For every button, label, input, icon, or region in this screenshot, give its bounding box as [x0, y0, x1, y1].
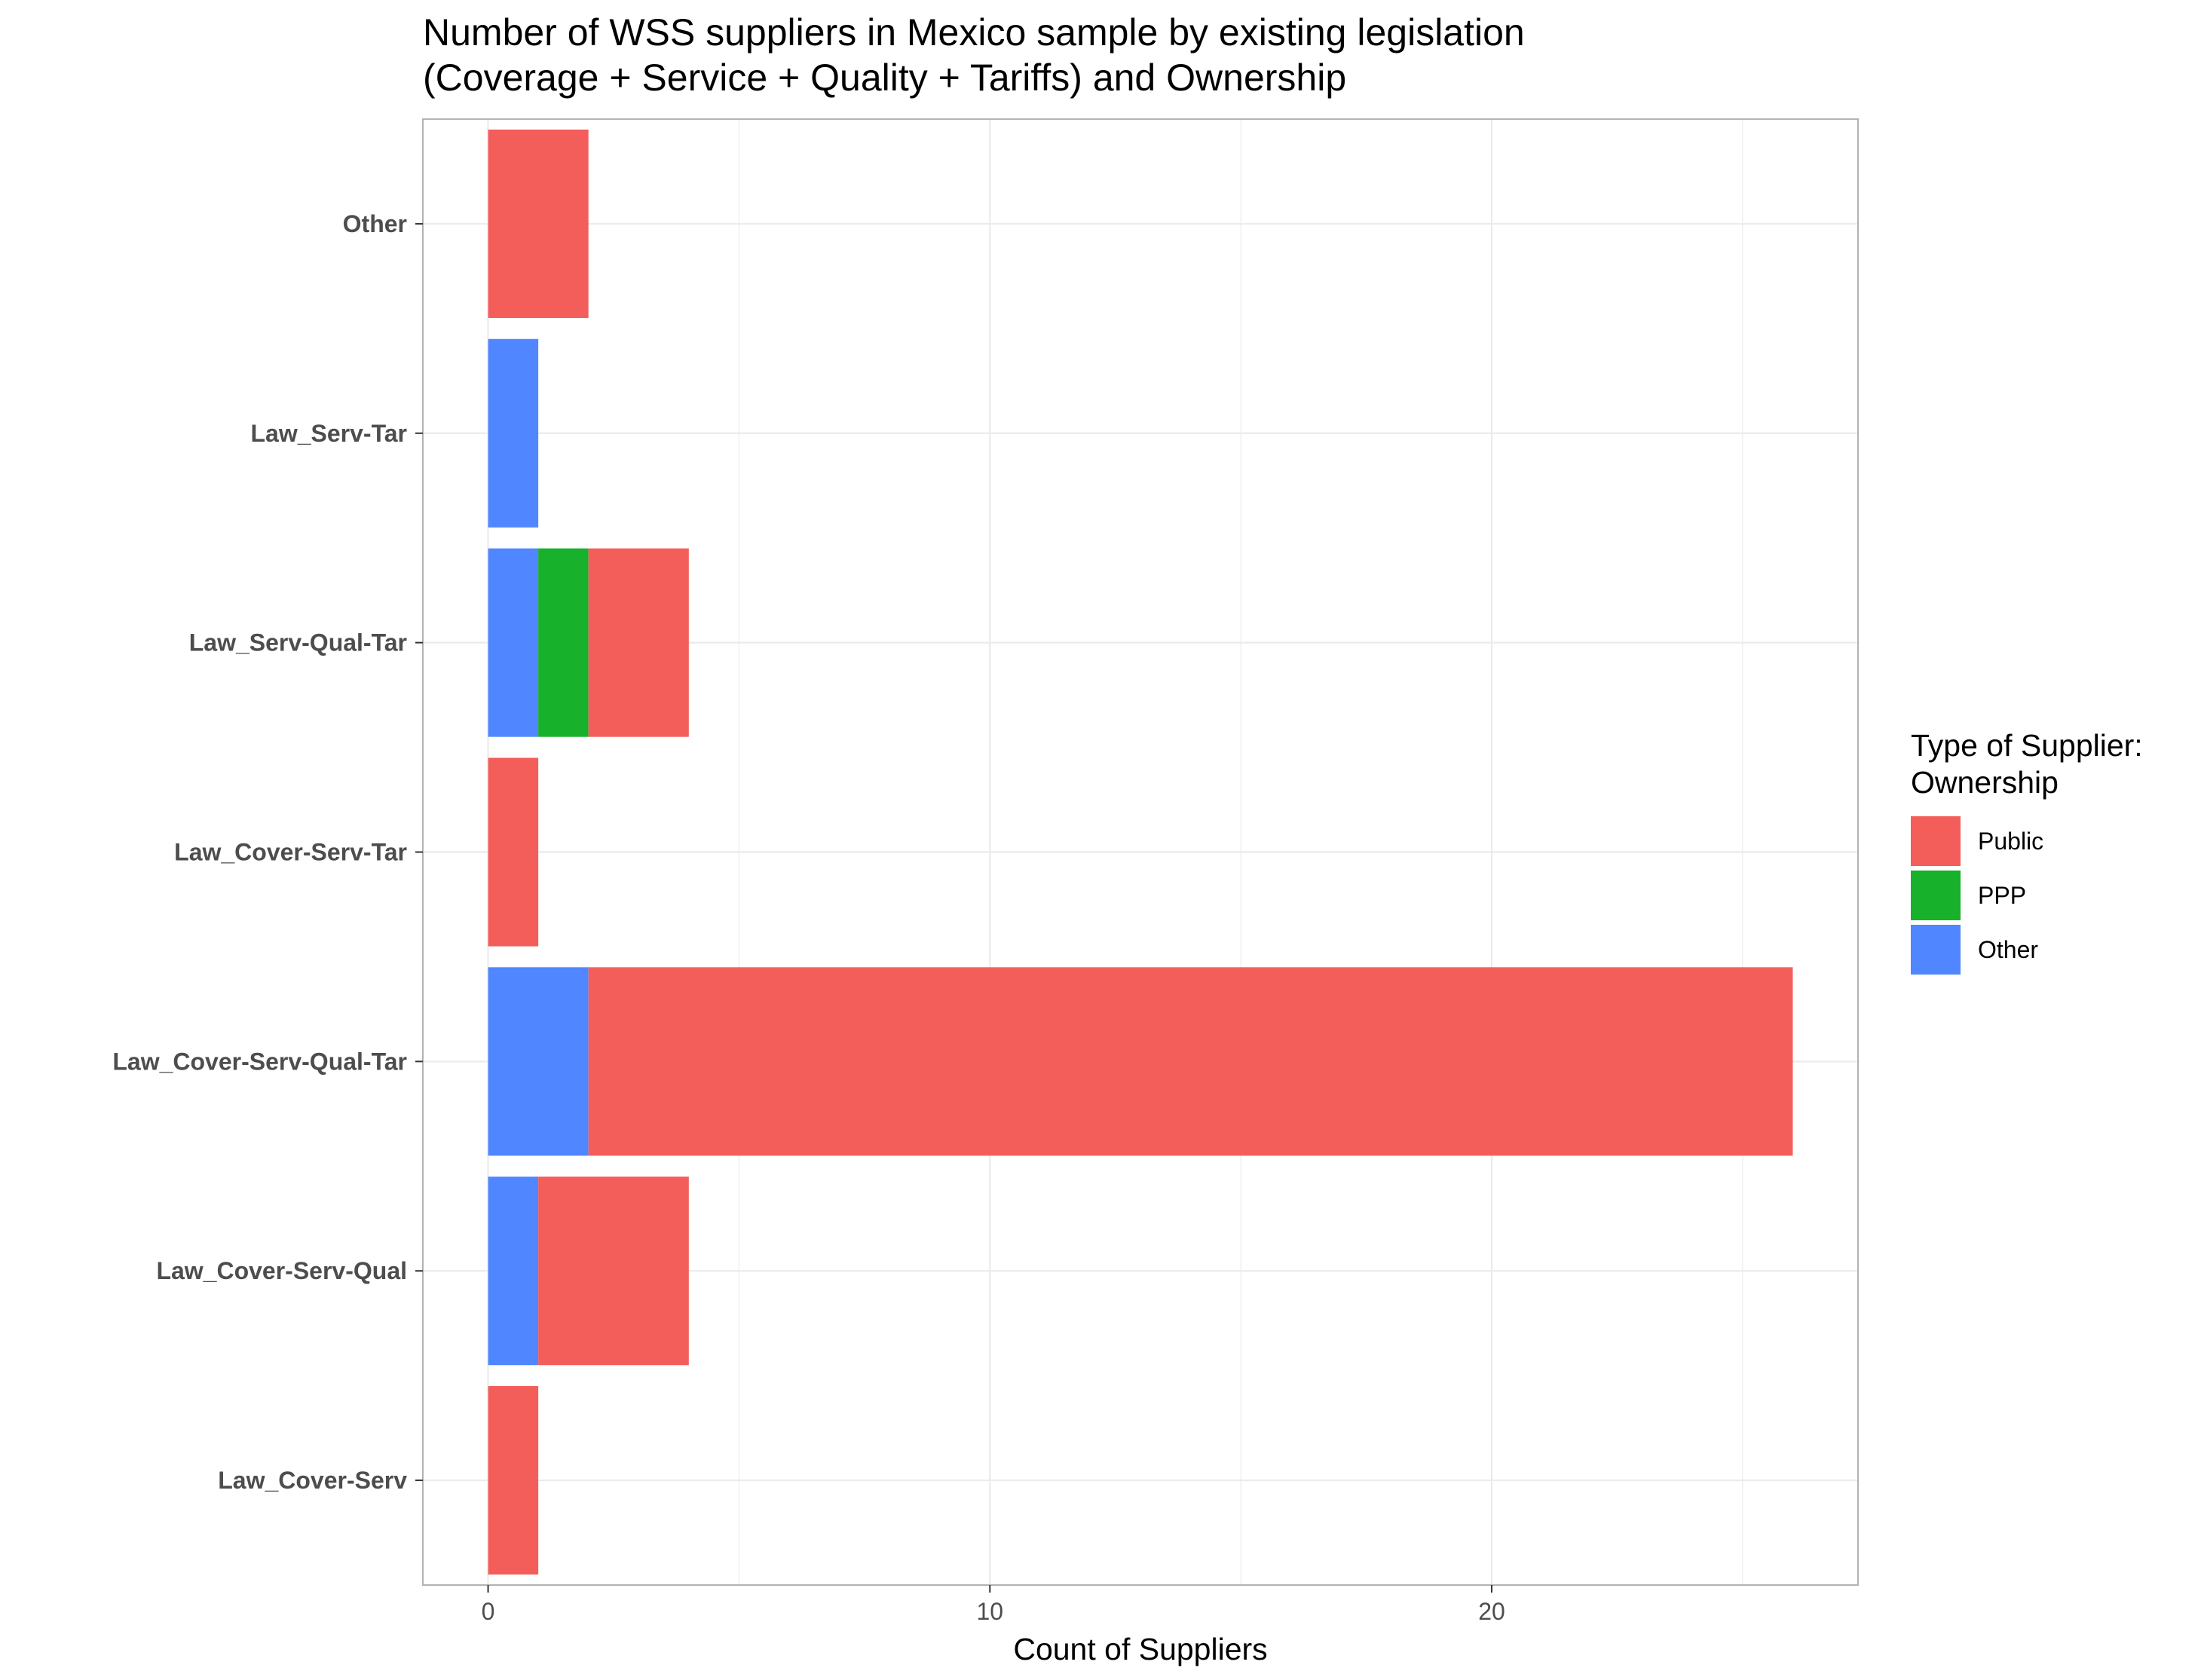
y-tick-label: Law_Cover-Serv-Qual	[156, 1257, 407, 1284]
bar-ppp-law-serv-qual-tar	[538, 548, 589, 737]
bar-public-law-cover-serv-qual-tar	[588, 967, 1793, 1156]
legend-label-public: Public	[1978, 828, 2043, 855]
bars	[488, 129, 1793, 1575]
bar-public-law-serv-qual-tar	[588, 548, 689, 737]
y-tick-label: Law_Serv-Tar	[251, 420, 408, 447]
x-axis-ticks: 0 10 20	[482, 1585, 1505, 1625]
bar-public-law-cover-serv-qual	[538, 1177, 689, 1366]
legend-label-ppp: PPP	[1978, 882, 2026, 909]
y-tick-label: Law_Serv-Qual-Tar	[189, 629, 407, 656]
y-tick-label: Other	[343, 210, 407, 237]
bar-other-law-serv-qual-tar	[488, 548, 539, 737]
y-tick-label: Law_Cover-Serv-Tar	[174, 839, 407, 866]
legend: Type of Supplier: Ownership Public PPP Oth…	[1911, 728, 2143, 975]
bar-public-other	[488, 129, 589, 318]
chart-title-line-1: Number of WSS suppliers in Mexico sample…	[423, 11, 1525, 54]
bar-other-law-serv-tar	[488, 338, 539, 528]
legend-title-line-1: Type of Supplier:	[1911, 728, 2143, 763]
y-tick-label: Law_Cover-Serv-Qual-Tar	[112, 1048, 407, 1075]
legend-swatch-ppp	[1911, 871, 1961, 920]
x-tick-label: 0	[482, 1598, 495, 1625]
x-tick-label: 20	[1478, 1598, 1505, 1625]
legend-items: Public PPP Other	[1911, 816, 2043, 975]
x-axis-title: Count of Suppliers	[1013, 1632, 1267, 1666]
x-tick-label: 10	[976, 1598, 1003, 1625]
chart-title-line-2: (Coverage + Service + Quality + Tariffs)…	[423, 57, 1346, 99]
legend-label-other: Other	[1978, 936, 2038, 963]
bar-public-law-cover-serv	[488, 1386, 539, 1575]
y-tick-label: Law_Cover-Serv	[218, 1467, 407, 1494]
bar-public-law-cover-serv-tar	[488, 757, 539, 947]
bar-other-law-cover-serv-qual-tar	[488, 967, 589, 1156]
legend-swatch-public	[1911, 816, 1961, 866]
legend-swatch-other	[1911, 925, 1961, 975]
bar-other-law-cover-serv-qual	[488, 1177, 539, 1366]
legend-title-line-2: Ownership	[1911, 765, 2059, 800]
y-axis-ticks: Law_Cover-Serv Law_Cover-Serv-Qual Law_Cov…	[112, 210, 423, 1494]
